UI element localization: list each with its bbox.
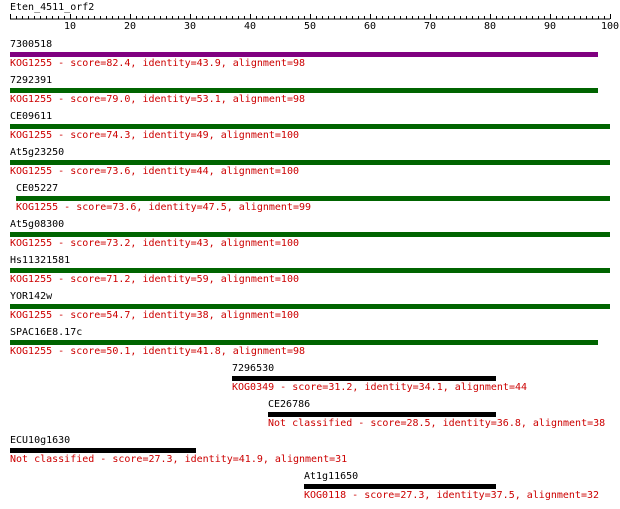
hit-description: KOG0118 - score=27.3, identity=37.5, ali… [304,490,599,501]
hit-name: CE26786 [268,399,310,410]
hit-bar [232,376,496,381]
hit-bar [10,52,598,57]
hit-description: KOG1255 - score=50.1, identity=41.8, ali… [10,346,305,357]
axis-tick-label: 70 [424,21,436,32]
hit-list: 7300518 KOG1255 - score=82.4, identity=43… [10,39,610,501]
hit-row: At5g08300 KOG1255 - score=73.2, identity=… [10,219,610,249]
hit-name: 7300518 [10,39,52,50]
query-title: Eten_4511_orf2 [10,2,94,13]
hit-description: KOG1255 - score=73.2, identity=43, align… [10,238,299,249]
hit-name: Hs11321581 [10,255,70,266]
axis-tick-label: 40 [244,21,256,32]
position-axis: 10 20 30 40 50 60 70 80 90 100 [10,14,619,32]
axis-tick-label: 80 [484,21,496,32]
hit-bar [10,124,610,129]
hit-name: CE09611 [10,111,52,122]
hit-row: YOR142w KOG1255 - score=54.7, identity=38… [10,291,610,321]
hit-description: Not classified - score=27.3, identity=41… [10,454,347,465]
hit-name: 7296530 [232,363,274,374]
hit-name: At1g11650 [304,471,358,482]
hit-name: At5g08300 [10,219,64,230]
hit-description: KOG1255 - score=73.6, identity=44, align… [10,166,299,177]
hit-row: 7296530 KOG0349 - score=31.2, identity=34… [232,363,527,393]
hit-row: At5g23250 KOG1255 - score=73.6, identity=… [10,147,610,177]
axis-tick-label: 60 [364,21,376,32]
hit-description: KOG1255 - score=74.3, identity=49, align… [10,130,299,141]
hit-row: CE05227 KOG1255 - score=73.6, identity=47… [16,183,610,213]
hit-description: KOG1255 - score=82.4, identity=43.9, ali… [10,58,305,69]
hit-description: KOG1255 - score=73.6, identity=47.5, ali… [16,202,311,213]
hit-name: SPAC16E8.17c [10,327,82,338]
hit-name: YOR142w [10,291,53,302]
axis-tick-label: 50 [304,21,316,32]
hit-row: ECU10g1630 Not classified - score=27.3, i… [10,435,347,465]
hit-bar [268,412,496,417]
hit-bar [10,232,610,237]
hit-description: KOG1255 - score=71.2, identity=59, align… [10,274,299,285]
axis-tick-label: 10 [64,21,76,32]
hit-name: CE05227 [16,183,58,194]
hit-bar [10,160,610,165]
hit-bar [10,304,610,309]
hit-row: CE26786 Not classified - score=28.5, iden… [268,399,605,429]
hit-bar [10,340,598,345]
hit-bar [10,448,196,453]
hit-row: SPAC16E8.17c KOG1255 - score=50.1, identi… [10,327,598,357]
hit-description: Not classified - score=28.5, identity=36… [268,418,605,429]
axis-tick-label: 20 [124,21,136,32]
hit-name: ECU10g1630 [10,435,70,446]
hit-bar [304,484,496,489]
hit-row: At1g11650 KOG0118 - score=27.3, identity=… [304,471,599,501]
hit-name: At5g23250 [10,147,64,158]
hit-name: 7292391 [10,75,52,86]
hit-row: CE09611 KOG1255 - score=74.3, identity=49… [10,111,610,141]
axis-tick-label: 100 [601,21,619,32]
hit-bar [10,268,610,273]
hit-row: 7300518 KOG1255 - score=82.4, identity=43… [10,39,598,69]
hit-description: KOG1255 - score=54.7, identity=38, align… [10,310,299,321]
hit-bar [16,196,610,201]
hit-row: Hs11321581 KOG1255 - score=71.2, identity… [10,255,610,285]
hit-bar [10,88,598,93]
hit-description: KOG1255 - score=79.0, identity=53.1, ali… [10,94,305,105]
axis-tick-label: 90 [544,21,556,32]
hit-description: KOG0349 - score=31.2, identity=34.1, ali… [232,382,527,393]
hit-row: 7292391 KOG1255 - score=79.0, identity=53… [10,75,598,105]
axis-tick-label: 30 [184,21,196,32]
